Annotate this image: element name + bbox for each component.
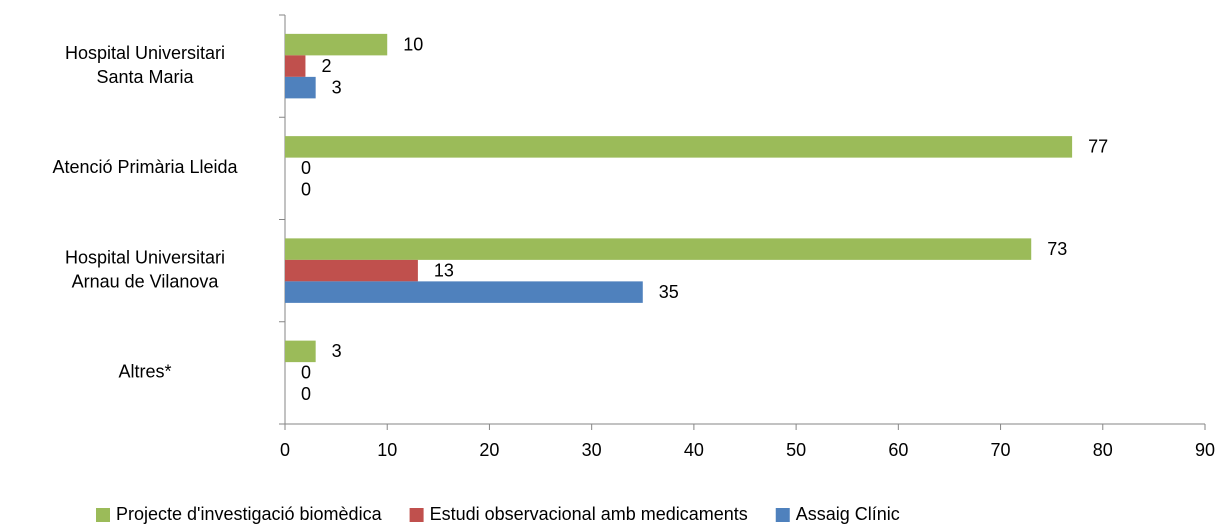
legend-swatch [96,508,110,522]
bar [285,55,306,77]
x-tick-label: 90 [1195,440,1215,460]
value-label: 77 [1088,137,1108,157]
x-tick-label: 30 [582,440,602,460]
legend-label: Estudi observacional amb medicaments [430,504,748,524]
x-tick-label: 40 [684,440,704,460]
value-label: 35 [659,282,679,302]
category-label: Hospital Universitari Arnau de Vilanova [65,247,225,291]
legend-swatch [775,508,790,522]
value-label: 13 [434,260,454,280]
bar [285,340,316,363]
x-tick-label: 0 [280,440,290,460]
bar [285,136,1073,158]
legend-label: Projecte d'investigació biomèdica [116,504,383,524]
legend-label: Assaig Clínic [796,504,900,524]
legend-swatch [409,508,424,522]
bar [285,238,1032,260]
value-label: 0 [301,158,311,178]
value-label: 0 [301,363,311,383]
value-label: 3 [332,77,342,97]
value-label: 0 [301,384,311,404]
x-tick-label: 80 [1093,440,1113,460]
value-label: 0 [301,180,311,200]
x-tick-label: 50 [786,440,806,460]
bar [285,33,388,56]
category-label: Altres* [118,362,171,382]
category-label: Hospital Universitari Santa Maria [65,43,225,87]
value-label: 10 [403,34,423,54]
x-tick-label: 60 [888,440,908,460]
bar [285,281,643,303]
x-tick-label: 70 [991,440,1011,460]
value-label: 3 [332,341,342,361]
value-label: 73 [1047,239,1067,259]
x-tick-label: 10 [377,440,397,460]
x-tick-label: 20 [479,440,499,460]
bar [285,76,316,99]
bar [285,259,418,282]
category-label: Atenció Primària Lleida [52,157,238,177]
value-label: 2 [321,56,331,76]
